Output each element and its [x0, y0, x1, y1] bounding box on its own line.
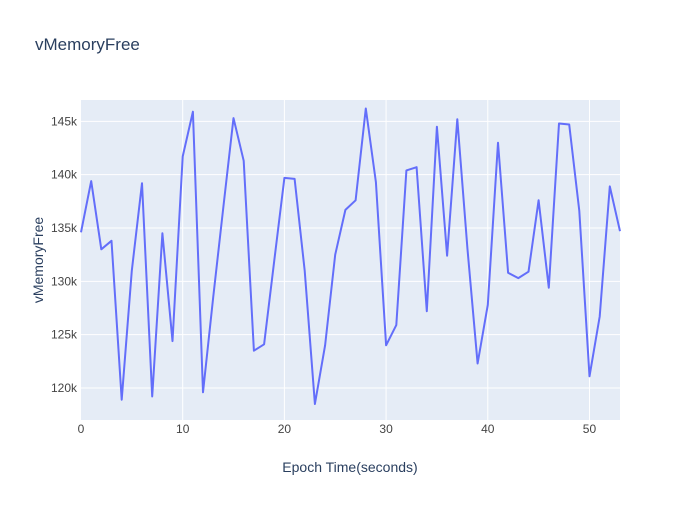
data-point: [111, 240, 113, 242]
data-point: [355, 199, 357, 201]
data-point: [446, 255, 448, 257]
data-point: [263, 343, 265, 345]
data-point: [233, 117, 235, 119]
plot-background: [81, 100, 620, 420]
data-point: [222, 206, 224, 208]
data-point: [456, 118, 458, 120]
data-point: [507, 272, 509, 274]
y-tick-label: 120k: [51, 381, 78, 395]
x-tick-label: 40: [481, 422, 495, 436]
y-tick-labels: 120k 125k 130k 135k 140k 145k: [51, 114, 78, 395]
data-point: [365, 108, 367, 110]
data-point: [609, 185, 611, 187]
y-gridlines: [81, 120, 620, 389]
data-point: [385, 344, 387, 346]
series-line: [80, 107, 621, 405]
data-point: [182, 156, 184, 158]
data-point: [90, 180, 92, 182]
data-point: [334, 254, 336, 256]
data-point: [558, 123, 560, 125]
data-point: [528, 271, 530, 273]
data-point: [243, 160, 245, 162]
data-point: [405, 169, 407, 171]
data-point: [395, 324, 397, 326]
data-point: [599, 316, 601, 318]
data-point: [517, 277, 519, 279]
data-point: [304, 270, 306, 272]
data-point: [294, 178, 296, 180]
data-point: [589, 375, 591, 377]
data-point: [538, 199, 540, 201]
data-point: [477, 363, 479, 365]
data-point: [416, 166, 418, 168]
data-point: [436, 126, 438, 128]
x-tick-labels: 0 10 20 30 40 50: [78, 422, 597, 436]
chart-title: vMemoryFree: [35, 35, 140, 54]
data-point: [131, 270, 133, 272]
data-point: [548, 287, 550, 289]
data-point: [324, 344, 326, 346]
x-tick-label: 30: [379, 422, 393, 436]
data-point: [314, 403, 316, 405]
data-point: [273, 260, 275, 262]
y-axis-label: vMemoryFree: [30, 217, 46, 304]
data-point: [202, 391, 204, 393]
x-tick-label: 10: [176, 422, 190, 436]
data-point: [426, 310, 428, 312]
data-point: [253, 350, 255, 352]
y-tick-label: 145k: [51, 114, 78, 128]
data-point: [212, 296, 214, 298]
data-point: [578, 210, 580, 212]
data-point: [80, 231, 82, 233]
data-point: [619, 230, 621, 232]
data-point: [375, 181, 377, 183]
data-point: [121, 399, 123, 401]
y-tick-label: 125k: [51, 328, 78, 342]
data-point: [161, 232, 163, 234]
data-point: [100, 248, 102, 250]
data-point: [151, 396, 153, 398]
x-tick-label: 20: [278, 422, 292, 436]
y-tick-label: 135k: [51, 221, 78, 235]
data-point: [568, 124, 570, 126]
data-point: [172, 340, 174, 342]
data-point: [344, 209, 346, 211]
data-point: [283, 177, 285, 179]
data-point: [497, 142, 499, 144]
x-axis-label: Epoch Time(seconds): [282, 459, 417, 475]
data-point: [192, 111, 194, 113]
x-tick-label: 0: [78, 422, 85, 436]
y-tick-label: 130k: [51, 274, 78, 288]
x-tick-label: 50: [583, 422, 597, 436]
data-point: [467, 248, 469, 250]
data-point: [487, 304, 489, 306]
y-tick-label: 140k: [51, 168, 78, 182]
data-point: [141, 182, 143, 184]
